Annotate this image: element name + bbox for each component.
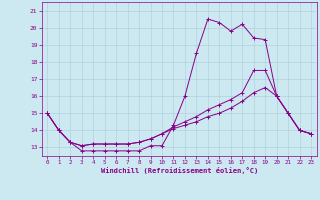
X-axis label: Windchill (Refroidissement éolien,°C): Windchill (Refroidissement éolien,°C) [100, 167, 258, 174]
